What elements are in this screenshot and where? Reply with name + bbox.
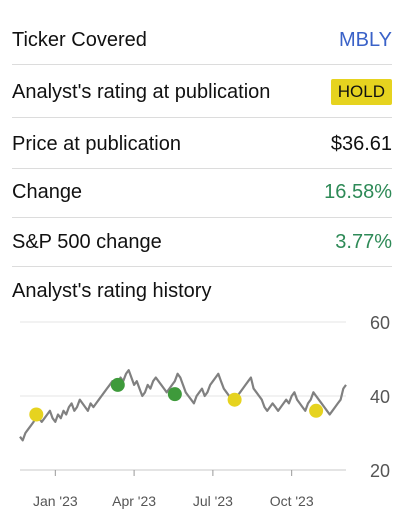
x-tick-label: Jan '23 <box>33 493 78 509</box>
divider <box>12 64 392 65</box>
y-tick-label: 60 <box>370 313 390 333</box>
rating-label: Analyst's rating at publication <box>12 80 271 103</box>
hold-rating-marker <box>227 392 242 407</box>
rating-badge: HOLD <box>330 79 392 105</box>
ticker-label: Ticker Covered <box>12 28 147 51</box>
ticker-row: Ticker Covered MBLY <box>12 24 392 56</box>
y-tick-label: 20 <box>370 461 390 481</box>
sp500-value: 3.77% <box>335 230 392 253</box>
sp500-row: S&P 500 change 3.77% <box>12 226 392 258</box>
x-tick-label: Jul '23 <box>193 493 233 509</box>
x-tick-label: Apr '23 <box>112 493 156 509</box>
price-line <box>19 369 347 442</box>
divider <box>12 168 392 169</box>
hold-rating-marker <box>29 407 44 422</box>
change-label: Change <box>12 180 83 203</box>
history-title: Analyst's rating history <box>12 280 212 302</box>
change-row: Change 16.58% <box>12 176 392 208</box>
sp500-label: S&P 500 change <box>12 230 162 253</box>
y-tick-label: 40 <box>370 387 390 407</box>
hold-rating-marker <box>309 403 324 418</box>
divider <box>12 266 392 267</box>
ticker-link[interactable]: MBLY <box>339 28 392 51</box>
price-row: Price at publication $36.61 <box>12 128 392 160</box>
price-label: Price at publication <box>12 132 181 155</box>
price-value: $36.61 <box>330 132 392 155</box>
divider <box>12 117 392 118</box>
divider <box>12 217 392 218</box>
rating-row: Analyst's rating at publication HOLD <box>12 76 392 108</box>
x-tick-label: Oct '23 <box>270 493 314 509</box>
change-value: 16.58% <box>324 180 392 203</box>
buy-rating-marker <box>167 387 182 402</box>
buy-rating-marker <box>110 377 125 392</box>
